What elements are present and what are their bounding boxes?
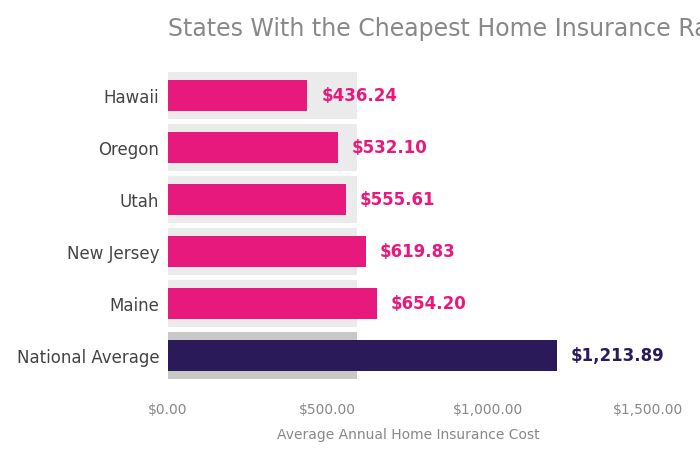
Text: $555.61: $555.61 [360,190,435,209]
Bar [167,340,556,371]
X-axis label: Average Annual Home Insurance Cost: Average Annual Home Insurance Cost [276,428,539,442]
Text: $619.83: $619.83 [380,243,456,261]
Text: $1,213.89: $1,213.89 [570,347,664,365]
Bar [167,80,307,111]
Bar [167,176,357,223]
Bar [167,228,357,275]
Text: $436.24: $436.24 [321,87,398,105]
Bar [167,288,377,319]
Bar [167,72,357,119]
Text: $654.20: $654.20 [391,295,467,313]
Bar [167,184,346,215]
Text: States With the Cheapest Home Insurance Rates: States With the Cheapest Home Insurance … [167,17,700,41]
Text: $532.10: $532.10 [352,139,428,157]
Bar [167,132,338,163]
Bar [167,280,357,327]
Bar [167,236,366,267]
Bar [167,332,357,379]
Bar [167,124,357,171]
